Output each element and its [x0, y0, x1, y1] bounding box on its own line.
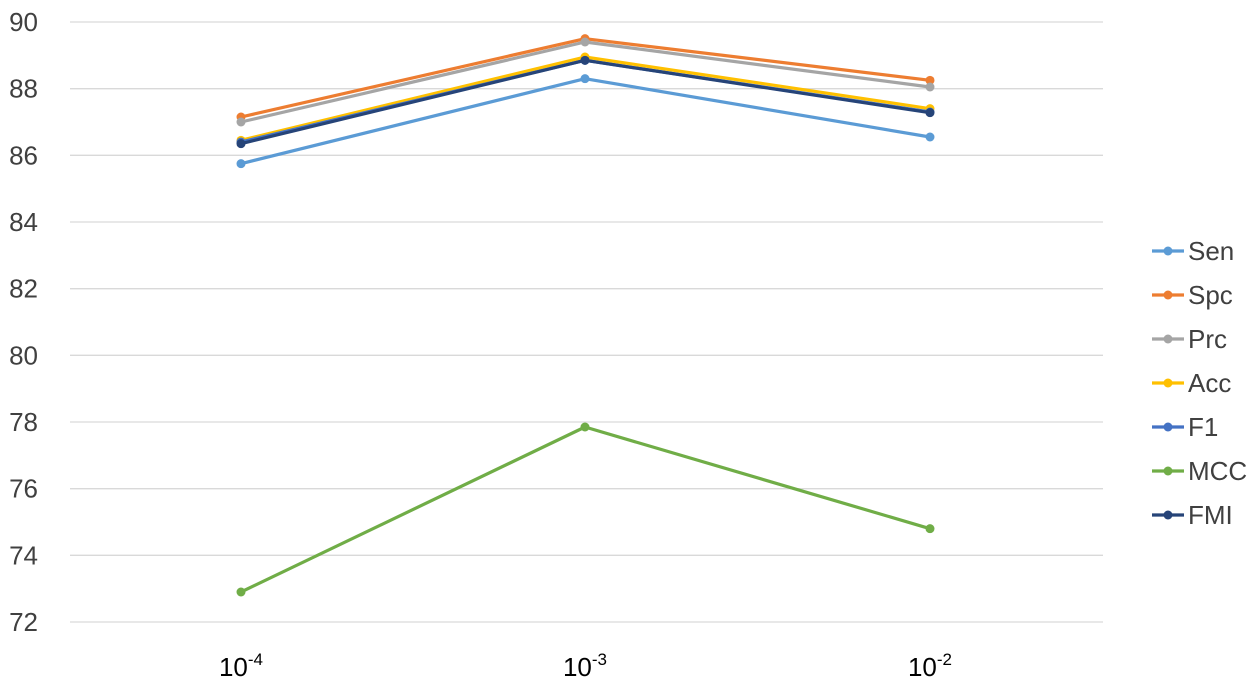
legend-item-spc: Spc [1152, 280, 1233, 310]
x-tick-base: 10 [219, 652, 248, 682]
x-tick-base: 10 [563, 652, 592, 682]
x-tick-exponent: -3 [592, 650, 607, 669]
data-point-sen [925, 132, 935, 142]
legend-label: F1 [1188, 412, 1218, 442]
legend-item-prc: Prc [1152, 324, 1227, 354]
y-tick-label: 78 [9, 407, 38, 437]
series-line-mcc [240, 425, 931, 594]
series-mcc [236, 422, 935, 597]
legend-item-sen: Sen [1152, 236, 1234, 266]
data-point-sen [580, 74, 590, 84]
x-tick-label: 10-3 [563, 650, 607, 682]
series-lines [236, 34, 935, 597]
y-tick-label: 82 [9, 274, 38, 304]
legend-item-fmi: FMI [1152, 500, 1233, 530]
y-tick-label: 72 [9, 607, 38, 637]
y-tick-label: 90 [9, 7, 38, 37]
legend-swatch-marker [1163, 510, 1173, 520]
legend-label: Acc [1188, 368, 1231, 398]
legend-swatch-marker [1163, 378, 1173, 388]
legend-item-f1: F1 [1152, 412, 1218, 442]
data-point-mcc [925, 524, 935, 534]
legend-swatch-marker [1163, 334, 1173, 344]
x-tick-exponent: -2 [937, 650, 952, 669]
data-point-spc [925, 75, 935, 85]
y-tick-label: 88 [9, 74, 38, 104]
y-tick-label: 74 [9, 540, 38, 570]
x-tick-label: 10-4 [219, 650, 263, 682]
series-prc [236, 37, 935, 127]
x-tick-label: 10-2 [908, 650, 952, 682]
legend-label: FMI [1188, 500, 1233, 530]
legend-label: Prc [1188, 324, 1227, 354]
series-sen [236, 74, 935, 169]
legend-swatch-marker [1163, 290, 1173, 300]
y-tick-label: 84 [9, 207, 38, 237]
legend-item-acc: Acc [1152, 368, 1231, 398]
legend-label: MCC [1188, 456, 1247, 486]
legend-swatch-marker [1163, 422, 1173, 432]
data-point-fmi [580, 55, 590, 65]
series-line-sen [240, 77, 931, 166]
x-tick-base: 10 [908, 652, 937, 682]
data-point-fmi [925, 108, 935, 118]
y-tick-label: 86 [9, 140, 38, 170]
data-point-sen [236, 159, 246, 169]
data-point-prc [236, 117, 246, 127]
x-axis-ticks: 10-4 10-3 10-2 [219, 650, 952, 682]
legend-swatch-marker [1163, 246, 1173, 256]
legend-label: Sen [1188, 236, 1234, 266]
legend: Sen Spc Prc Acc F1 MCC FMI [1152, 236, 1247, 530]
data-point-mcc [236, 587, 246, 597]
data-point-prc [925, 82, 935, 92]
y-tick-label: 80 [9, 340, 38, 370]
data-point-prc [580, 37, 590, 47]
series-fmi [236, 55, 935, 149]
data-point-fmi [236, 139, 246, 149]
legend-item-mcc: MCC [1152, 456, 1247, 486]
legend-swatch-marker [1163, 466, 1173, 476]
gridlines [70, 21, 1103, 623]
data-point-mcc [580, 422, 590, 432]
x-tick-exponent: -4 [248, 650, 263, 669]
legend-label: Spc [1188, 280, 1233, 310]
y-tick-label: 76 [9, 474, 38, 504]
y-axis-ticks: 72 74 76 78 80 82 84 86 88 90 [9, 7, 38, 637]
